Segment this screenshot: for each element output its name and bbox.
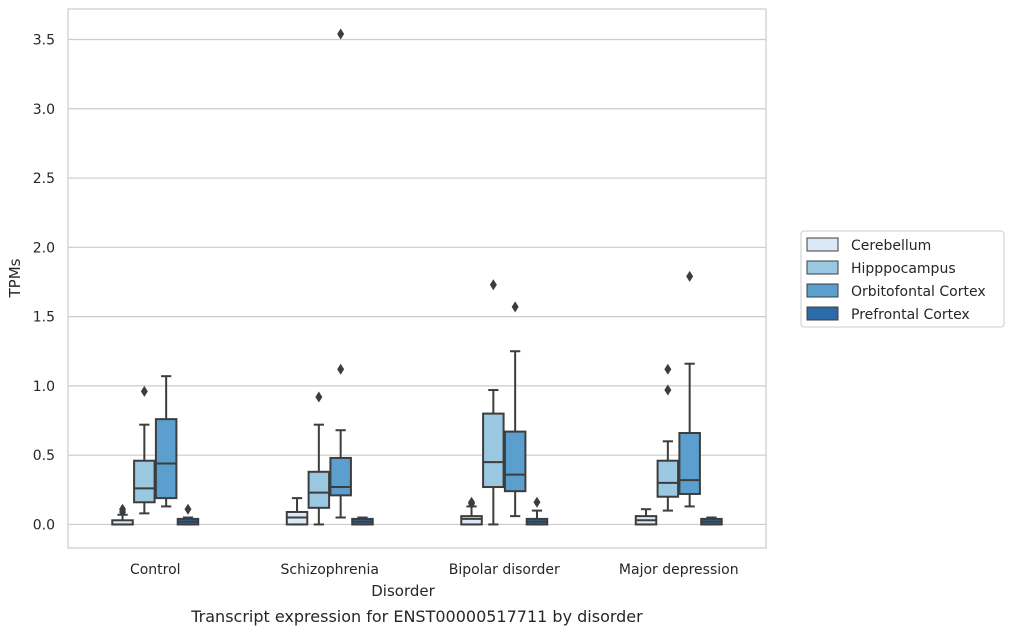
y-tick-label: 0.0 — [33, 517, 55, 533]
box-cerebellum — [460, 496, 483, 526]
outlier-point — [468, 496, 476, 508]
legend-label: Prefrontal Cortex — [851, 307, 970, 323]
outlier-point — [533, 496, 541, 508]
chart-caption: Transcript expression for ENST0000051771… — [190, 607, 643, 626]
box-iqr — [154, 418, 178, 500]
box-iqr — [503, 430, 527, 493]
outlier-point — [664, 363, 672, 375]
box-prefrontal-cortex — [176, 503, 200, 526]
y-tick-label: 0.5 — [33, 448, 55, 464]
x-tick-label: Bipolar disorder — [449, 562, 560, 578]
y-tick-label: 3.0 — [33, 102, 55, 118]
legend-swatch — [806, 237, 839, 252]
box-cerebellum — [285, 497, 309, 526]
box-prefrontal-cortex — [525, 496, 549, 526]
y-tick-label: 2.5 — [33, 171, 55, 187]
y-axis-label: TPMs — [6, 258, 24, 298]
legend-swatch — [806, 260, 839, 275]
x-tick-label: Schizophrenia — [281, 562, 379, 578]
box-hipppocampus — [133, 385, 156, 515]
plot-area — [67, 8, 767, 549]
outlier-point — [664, 384, 672, 396]
legend-swatch — [806, 283, 839, 298]
box-iqr — [460, 515, 483, 526]
outlier-point — [686, 270, 694, 282]
outlier-point — [337, 28, 345, 40]
y-tick-label: 2.0 — [33, 240, 55, 256]
outlier-point — [489, 279, 497, 291]
box-iqr — [329, 456, 352, 497]
legend-item: Orbitofontal Cortex — [806, 283, 986, 300]
legend: Cerebellum Hipppocampus Orbitofontal Corte… — [800, 230, 1005, 328]
y-tick-label: 1.0 — [33, 379, 55, 395]
box-orbitofontal-cortex — [678, 270, 701, 508]
outlier-point — [119, 503, 127, 515]
legend-item: Hipppocampus — [806, 260, 956, 277]
box-cerebellum — [111, 503, 134, 526]
x-tick-label: Control — [130, 562, 181, 578]
outlier-point — [140, 385, 148, 397]
outlier-point — [337, 363, 345, 375]
box-orbitofontal-cortex — [329, 28, 352, 519]
box-iqr — [678, 431, 701, 495]
box-iqr — [133, 459, 156, 504]
outlier-point — [315, 391, 323, 403]
legend-label: Cerebellum — [851, 238, 931, 254]
outlier-point — [511, 301, 519, 313]
legend-item: Cerebellum — [806, 237, 931, 254]
legend-swatch — [806, 306, 839, 321]
box-iqr — [656, 459, 680, 498]
box-hipppocampus — [307, 391, 331, 526]
outlier-point — [184, 503, 192, 515]
x-axis-label: Disorder — [371, 582, 435, 600]
legend-label: Hipppocampus — [851, 261, 956, 277]
box-iqr — [482, 412, 505, 489]
box-prefrontal-cortex — [351, 516, 374, 526]
legend-item: Prefrontal Cortex — [806, 306, 970, 323]
box-cerebellum — [634, 508, 658, 526]
y-tick-label: 3.5 — [33, 32, 55, 48]
box-hipppocampus — [656, 363, 680, 512]
legend-frame — [800, 230, 1005, 328]
x-tick-label: Major depression — [619, 562, 739, 578]
legend-label: Orbitofontal Cortex — [851, 284, 986, 300]
box-orbitofontal-cortex — [503, 301, 527, 518]
box-iqr — [307, 470, 331, 509]
box-hipppocampus — [482, 279, 505, 526]
box-orbitofontal-cortex — [154, 375, 178, 508]
box-prefrontal-cortex — [700, 516, 723, 526]
y-tick-label: 1.5 — [33, 310, 55, 326]
